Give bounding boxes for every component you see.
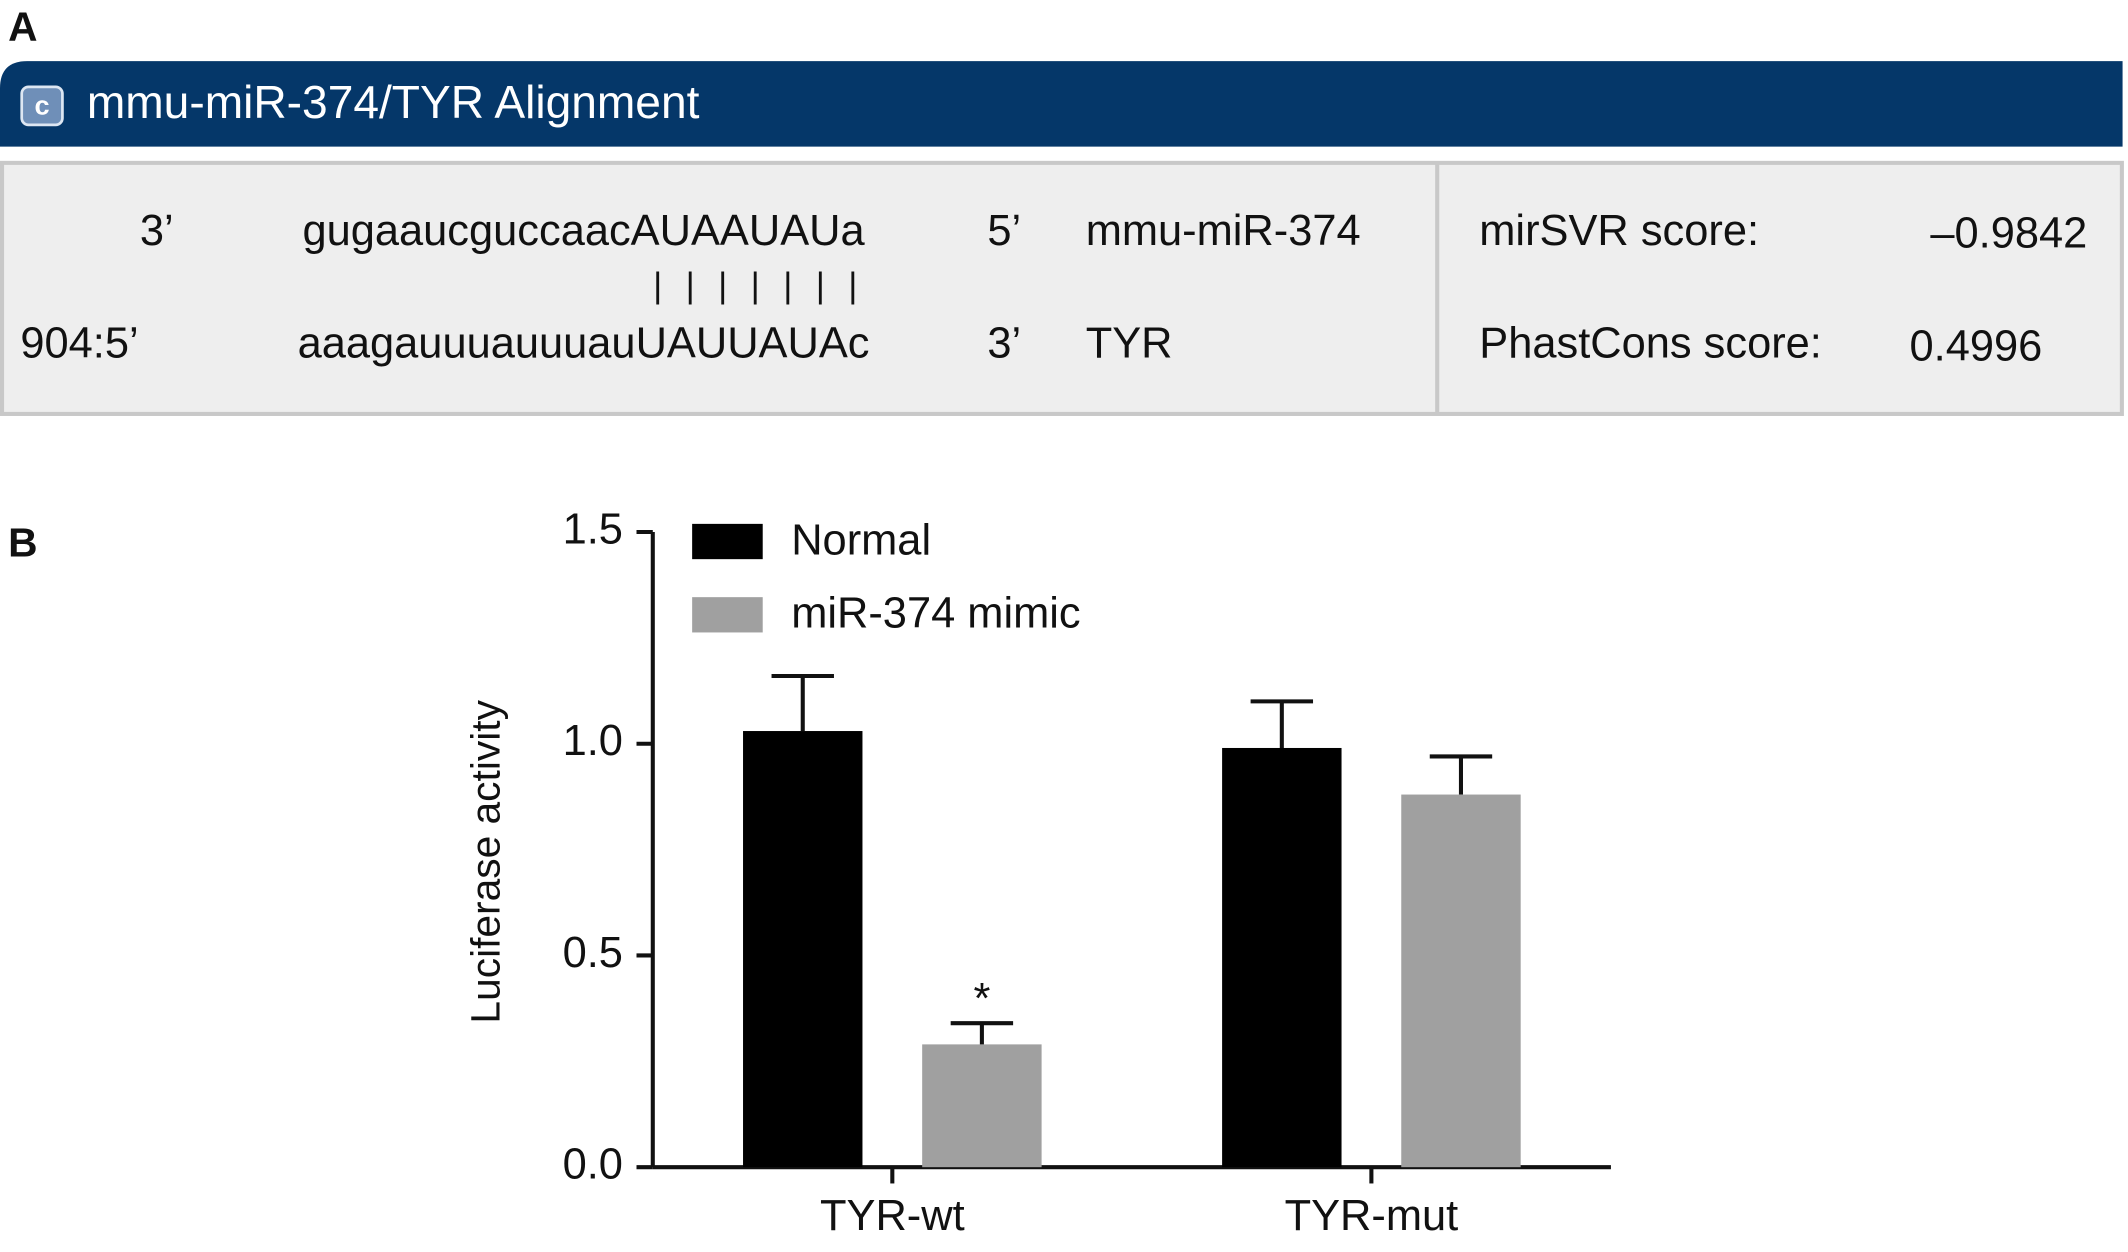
legend-swatch	[692, 597, 763, 633]
legend-swatch	[692, 523, 763, 560]
score-value: 0.4996	[1910, 322, 2043, 370]
alignment-title: mmu-miR-374/TYR Alignment	[87, 76, 700, 128]
mirna-start: 3’	[140, 207, 174, 255]
score-label: mirSVR score:	[1479, 207, 1759, 255]
y-axis-label: Luciferase activity	[462, 699, 508, 1023]
target-sequence: aaagauuuauuuauUAUUAUAc	[298, 320, 870, 368]
error-bar	[1250, 699, 1314, 748]
legend-label: miR-374 mimic	[791, 590, 1080, 638]
score-label: PhastCons score:	[1479, 320, 1822, 368]
mirna-name: mmu-miR-374	[1086, 207, 1361, 255]
pairing: | | | | | | |	[653, 266, 864, 305]
x-tick-label: TYR-mut	[1285, 1192, 1459, 1240]
bar	[743, 731, 863, 1168]
error-bar	[771, 673, 834, 732]
error-bar	[950, 1021, 1014, 1045]
target-name: TYR	[1086, 320, 1173, 368]
error-bar	[1429, 754, 1493, 795]
bar	[1401, 794, 1521, 1168]
panel-label: B	[8, 519, 37, 565]
y-tick-label: 1.5	[563, 505, 623, 553]
significance-label: *	[973, 975, 990, 1023]
header-icon	[20, 85, 64, 127]
mirna-end: 5’	[987, 207, 1021, 255]
score-value: –0.9842	[1930, 210, 2087, 258]
bar	[922, 1044, 1042, 1168]
header-bar	[0, 61, 2123, 147]
icon-letter: c	[35, 89, 50, 120]
y-tick-label: 1.0	[563, 717, 623, 765]
target-end: 3’	[987, 320, 1021, 368]
target-start: 904:5’	[20, 320, 138, 368]
alignment-box	[0, 160, 2124, 416]
panel-label: A	[8, 4, 37, 50]
legend-label: Normal	[791, 516, 931, 564]
y-tick-label: 0.5	[563, 929, 623, 977]
x-tick-label: TYR-wt	[820, 1192, 965, 1240]
mirna-sequence: gugaaucguccaacAUAAUAUa	[302, 207, 865, 255]
y-tick-label: 0.0	[563, 1141, 623, 1189]
bar	[1222, 747, 1342, 1168]
